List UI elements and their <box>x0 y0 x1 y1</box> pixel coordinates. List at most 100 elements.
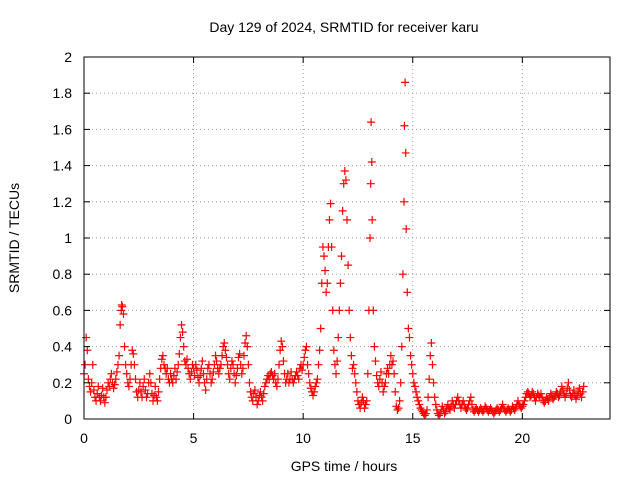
data-point <box>415 400 424 409</box>
data-point <box>136 387 145 396</box>
data-point <box>275 360 284 369</box>
data-point <box>304 369 313 378</box>
data-point <box>322 288 331 297</box>
data-point <box>368 215 377 224</box>
data-point <box>97 391 106 400</box>
grid <box>84 57 610 419</box>
data-point <box>387 360 396 369</box>
data-point <box>246 387 255 396</box>
data-point <box>352 387 361 396</box>
data-point <box>344 261 353 270</box>
data-point <box>569 386 578 395</box>
data-point <box>360 404 369 413</box>
data-point <box>146 378 155 387</box>
data-point <box>260 382 269 391</box>
data-point <box>379 387 388 396</box>
data-point <box>438 402 447 411</box>
data-point <box>245 378 254 387</box>
data-point <box>528 387 537 396</box>
data-point <box>431 400 440 409</box>
data-point <box>340 167 349 176</box>
data-point <box>402 224 411 233</box>
data-point <box>341 176 350 185</box>
data-point <box>311 382 320 391</box>
data-point <box>176 333 185 342</box>
data-point <box>441 407 450 416</box>
data-point <box>241 338 250 347</box>
data-point <box>306 384 315 393</box>
data-point <box>105 382 114 391</box>
data-point <box>214 369 223 378</box>
data-point <box>192 366 201 375</box>
data-point <box>300 353 309 362</box>
data-point <box>206 369 215 378</box>
data-point <box>163 364 172 373</box>
data-point <box>321 266 330 275</box>
data-point <box>302 342 311 351</box>
data-point <box>277 337 286 346</box>
x-axis-label: GPS time / hours <box>291 458 398 474</box>
data-point <box>366 179 375 188</box>
data-point <box>166 369 175 378</box>
data-point <box>278 342 287 351</box>
y-tick-label: 0.8 <box>53 266 73 282</box>
data-point <box>225 375 234 384</box>
data-point <box>175 349 184 358</box>
data-point <box>177 320 186 329</box>
y-axis-label: SRMTID / TECUs <box>6 183 22 293</box>
data-point <box>303 360 312 369</box>
data-point <box>294 375 303 384</box>
data-point <box>323 279 332 288</box>
x-tick-label: 10 <box>295 430 311 446</box>
data-point <box>174 360 183 369</box>
data-point <box>407 360 416 369</box>
data-point <box>435 411 444 420</box>
data-point <box>345 306 354 315</box>
data-point <box>540 398 549 407</box>
data-point <box>334 333 343 342</box>
data-point <box>301 346 310 355</box>
data-point <box>178 328 187 337</box>
data-point <box>389 357 398 366</box>
data-point <box>89 386 98 395</box>
data-point <box>158 351 167 360</box>
data-point <box>173 367 182 376</box>
data-point <box>289 378 298 387</box>
data-point <box>564 378 573 387</box>
data-point <box>577 393 586 402</box>
data-point <box>421 409 430 418</box>
axis-tick-labels: 0 5 10 15 20 0 0.2 0.4 0.6 0.8 1 1.2 1.4 1.6 1.8 2 <box>53 49 531 446</box>
data-point <box>420 411 429 420</box>
data-point <box>330 360 339 369</box>
data-point <box>383 364 392 373</box>
data-point <box>117 300 126 309</box>
data-point <box>391 387 400 396</box>
data-point <box>279 357 288 366</box>
y-tick-label: 1.6 <box>53 121 73 137</box>
data-point <box>408 369 417 378</box>
data-point <box>103 386 112 395</box>
data-point <box>221 346 230 355</box>
data-point <box>172 375 181 384</box>
data-point <box>151 382 160 391</box>
data-point <box>343 215 351 224</box>
data-point <box>314 360 323 369</box>
data-point <box>414 396 423 405</box>
data-point <box>270 369 279 378</box>
data-point <box>429 378 438 387</box>
data-point <box>83 346 92 355</box>
data-point <box>258 396 267 405</box>
data-point <box>208 375 217 384</box>
data-point <box>319 252 328 261</box>
x-tick-label: 15 <box>405 430 421 446</box>
data-point <box>191 360 200 369</box>
data-point <box>397 342 406 351</box>
data-point <box>440 409 449 418</box>
data-point <box>147 389 156 398</box>
data-point <box>467 400 476 409</box>
data-point <box>567 393 576 402</box>
data-point <box>409 378 418 387</box>
data-point <box>520 396 529 405</box>
y-tick-label: 1.8 <box>53 85 73 101</box>
data-point <box>227 357 236 366</box>
